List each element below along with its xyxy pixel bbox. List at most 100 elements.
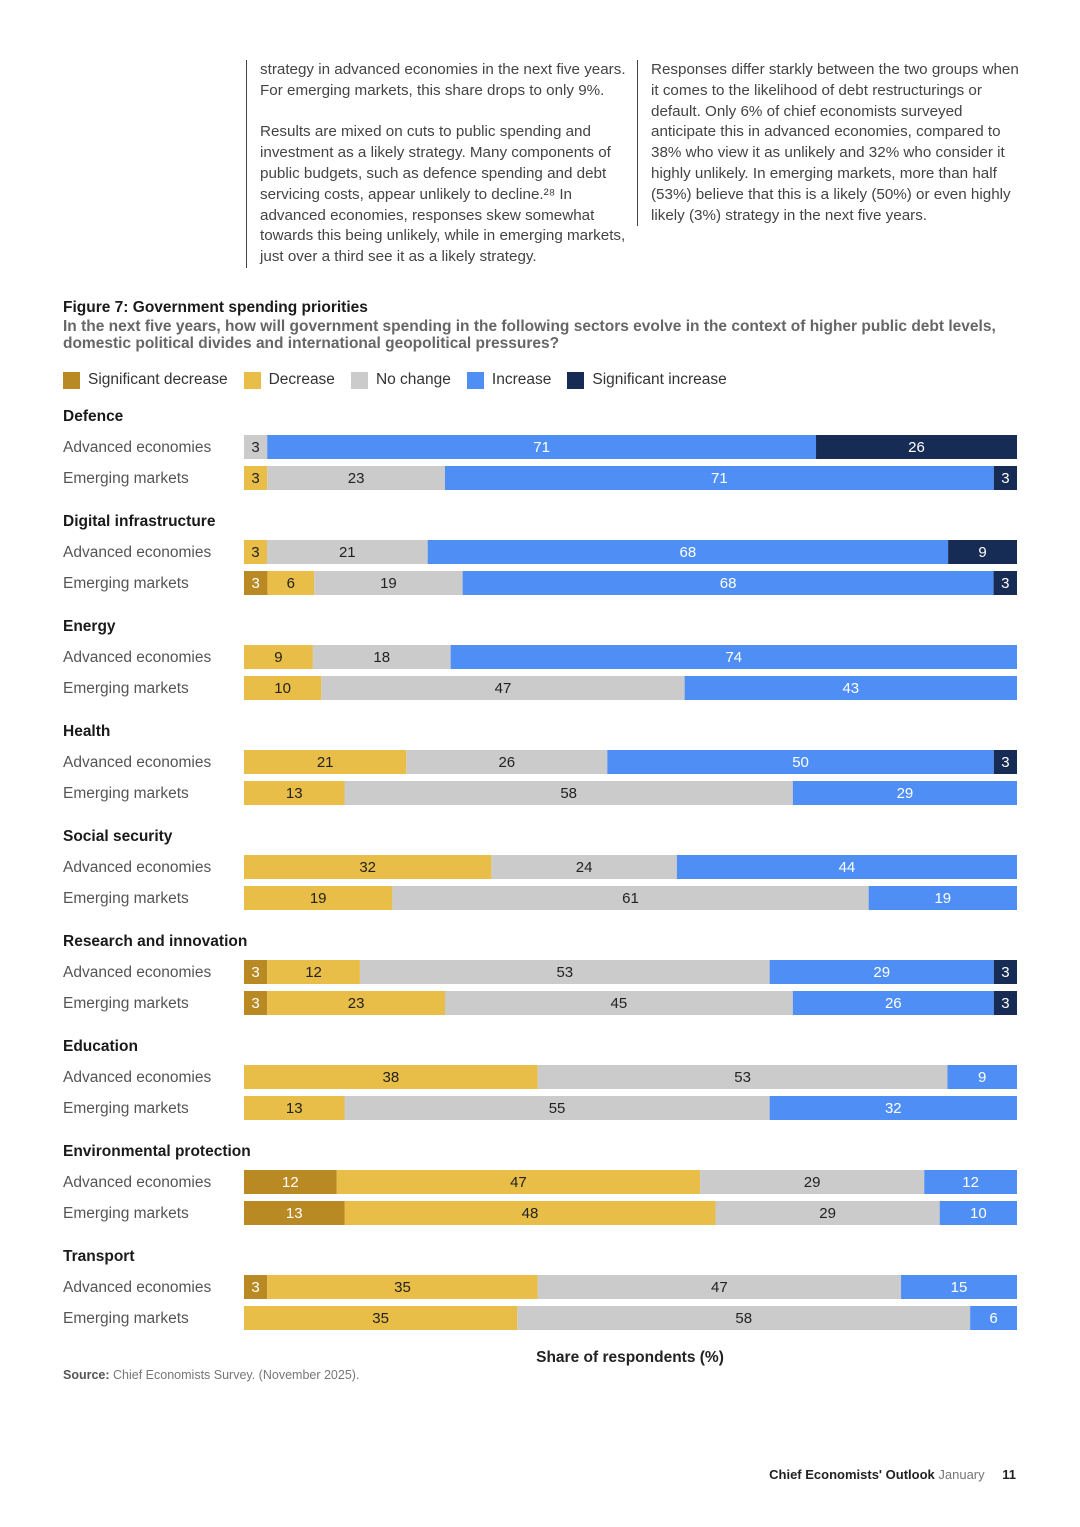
bar-segment-no-change (244, 435, 268, 459)
paragraph: Results are mixed on cuts to public spen… (260, 123, 626, 266)
source-note: Source: Chief Economists Survey. (Novemb… (63, 1368, 359, 1382)
legend-item-decrease: Decrease (243, 371, 335, 389)
bar-segment-significant-decrease (244, 1275, 268, 1299)
data-label: 43 (842, 680, 859, 697)
legend-swatch (567, 371, 585, 389)
data-label: 3 (251, 995, 259, 1012)
figure-title: Figure 7: Government spending priorities (63, 299, 368, 316)
bar-segment-significant-decrease (244, 960, 268, 984)
row-label: Advanced economies (63, 859, 211, 876)
row-label: Advanced economies (63, 439, 211, 456)
bar-segment-increase (792, 991, 994, 1015)
bar-segment-no-change (312, 645, 451, 669)
data-label: 35 (394, 1279, 411, 1296)
bar-segment-decrease (344, 1201, 716, 1225)
data-label: 3 (251, 544, 259, 561)
data-label: 19 (310, 890, 327, 907)
page-footer: Chief Economists' Outlook January 11 (769, 1467, 1016, 1482)
row-label: Emerging markets (63, 470, 189, 487)
data-label: 38 (383, 1069, 400, 1086)
data-label: 58 (735, 1310, 752, 1327)
row-label: Emerging markets (63, 785, 189, 802)
data-label: 26 (498, 754, 515, 771)
legend-swatch (63, 371, 80, 389)
publication-month: January (938, 1467, 985, 1482)
paragraph: Responses differ starkly between the two… (651, 61, 1019, 224)
bar-segment-no-change (715, 1201, 940, 1225)
bar-segment-increase (267, 435, 817, 459)
legend-item-significant-decrease: Significant decrease (63, 371, 228, 389)
source-label: Source: (63, 1368, 110, 1382)
data-label: 19 (934, 890, 951, 907)
data-label: 71 (711, 470, 728, 487)
bar-segment-no-change (392, 886, 869, 910)
data-label: 35 (372, 1310, 389, 1327)
source-text: Chief Economists Survey. (November 2025)… (113, 1368, 360, 1382)
data-label: 3 (1001, 470, 1009, 487)
bar-segment-increase (444, 466, 994, 490)
bar-segment-decrease (244, 886, 393, 910)
row-label: Emerging markets (63, 1310, 189, 1327)
category-label: Research and innovation (63, 933, 247, 950)
category-label: Energy (63, 618, 116, 635)
legend-swatch (466, 371, 484, 389)
data-label: 6 (989, 1310, 997, 1327)
row-label: Advanced economies (63, 1279, 211, 1296)
data-label: 74 (725, 649, 742, 666)
bar-segment-decrease (267, 1275, 538, 1299)
bar-segment-no-change (266, 540, 428, 564)
data-label: 68 (720, 575, 737, 592)
bar-segment-no-change (700, 1170, 925, 1194)
bar-segment-significant-decrease (244, 1170, 337, 1194)
bar-segment-significant-increase (816, 435, 1017, 459)
bar-segment-no-change (537, 1065, 948, 1089)
data-label: 48 (522, 1205, 539, 1222)
bar-segment-significant-increase (993, 750, 1017, 774)
data-label: 10 (970, 1205, 987, 1222)
data-label: 23 (348, 470, 365, 487)
data-label: 18 (373, 649, 390, 666)
bar-segment-no-change (359, 960, 770, 984)
bar-segment-no-change (344, 1096, 770, 1120)
bar-segment-decrease (267, 571, 315, 595)
data-label: 3 (1001, 575, 1009, 592)
bar-segment-significant-decrease (244, 1201, 345, 1225)
bar-segment-decrease (244, 1065, 538, 1089)
bar-segment-increase (792, 781, 1017, 805)
bar-segment-increase (924, 1170, 1017, 1194)
data-label: 61 (622, 890, 639, 907)
bar-segment-no-change (444, 991, 793, 1015)
data-label: 12 (305, 964, 322, 981)
bar-segment-increase (450, 645, 1017, 669)
row-label: Advanced economies (63, 1069, 211, 1086)
bar-segment-decrease (244, 540, 267, 564)
row-label: Emerging markets (63, 680, 189, 697)
bar-segment-no-change (491, 855, 677, 879)
bar-segment-increase (769, 960, 994, 984)
bar-segment-increase (947, 1065, 1017, 1089)
data-label: 23 (348, 995, 365, 1012)
legend-item-increase: Increase (466, 371, 551, 389)
figure-subtitle: In the next five years, how will governm… (63, 318, 996, 352)
data-label: 13 (286, 1100, 303, 1117)
bar-segment-decrease (244, 676, 322, 700)
data-label: 29 (897, 785, 914, 802)
bar-segment-no-change (314, 571, 463, 595)
bar-segment-increase (769, 1096, 1017, 1120)
bar-segment-decrease (336, 1170, 701, 1194)
bar-segment-no-change (344, 781, 793, 805)
data-label: 9 (978, 544, 986, 561)
bar-segment-decrease (244, 1096, 345, 1120)
bar-segment-no-change (321, 676, 685, 700)
bar-segment-no-change (517, 1306, 971, 1330)
row-label: Advanced economies (63, 964, 211, 981)
data-label: 3 (1001, 964, 1009, 981)
row-label: Advanced economies (63, 544, 211, 561)
data-label: 3 (252, 575, 260, 592)
data-label: 32 (885, 1100, 902, 1117)
data-label: 53 (556, 964, 573, 981)
bar-segment-increase (676, 855, 1017, 879)
data-label: 24 (576, 859, 593, 876)
data-label: 58 (560, 785, 577, 802)
row-label: Advanced economies (63, 754, 211, 771)
